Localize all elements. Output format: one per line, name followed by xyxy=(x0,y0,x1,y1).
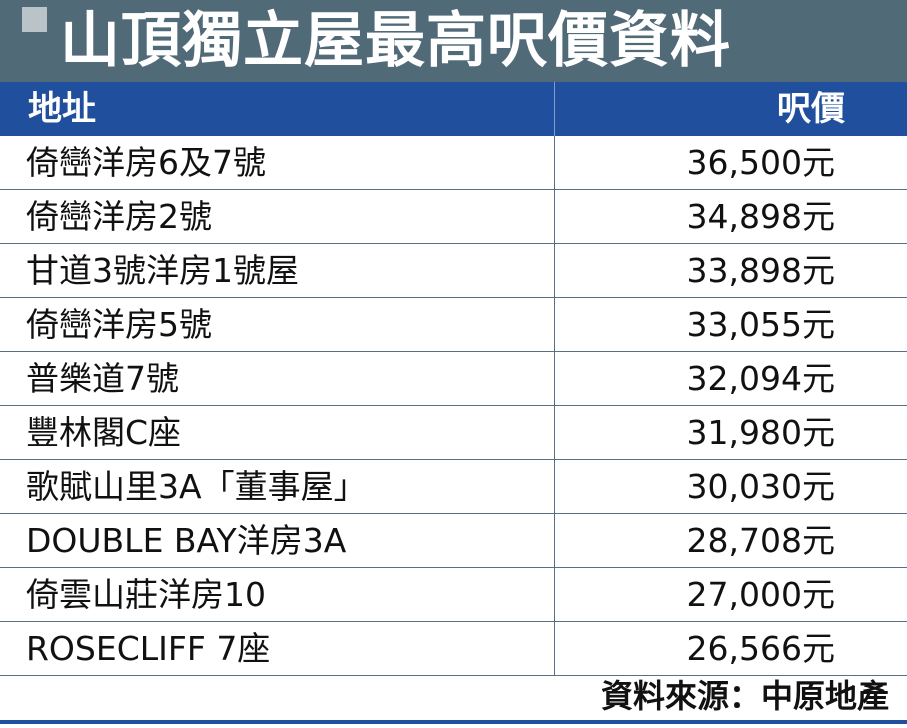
column-divider xyxy=(554,514,555,567)
column-divider xyxy=(554,568,555,621)
table-row: 普樂道7號 32,094元 xyxy=(0,352,907,406)
cell-address: 倚巒洋房6及7號 xyxy=(26,143,266,182)
column-divider xyxy=(554,298,555,351)
cell-price: 31,980元 xyxy=(686,413,835,452)
cell-address: 甘道3號洋房1號屋 xyxy=(26,251,299,290)
cell-price: 30,030元 xyxy=(686,467,835,506)
cell-price: 27,000元 xyxy=(686,575,835,614)
title-bar: 山頂獨立屋最高呎價資料 xyxy=(0,0,907,82)
cell-address: 倚雲山莊洋房10 xyxy=(26,575,266,614)
header-price: 呎價 xyxy=(777,89,845,129)
column-divider xyxy=(554,406,555,459)
table-row: 豐林閣C座 31,980元 xyxy=(0,406,907,460)
column-divider xyxy=(554,622,555,675)
data-source-note: 資料來源：中原地產 xyxy=(600,677,889,715)
cell-address: 歌賦山里3A「董事屋」 xyxy=(26,467,367,506)
cell-price: 33,898元 xyxy=(686,251,835,290)
column-divider xyxy=(554,460,555,513)
cell-price: 34,898元 xyxy=(686,197,835,236)
header-address: 地址 xyxy=(28,89,96,129)
cell-address: DOUBLE BAY洋房3A xyxy=(26,521,347,560)
table-row: 倚雲山莊洋房10 27,000元 xyxy=(0,568,907,622)
table-row: 倚巒洋房5號 33,055元 xyxy=(0,298,907,352)
cell-price: 28,708元 xyxy=(686,521,835,560)
title-square-decoration xyxy=(22,7,47,32)
table-title: 山頂獨立屋最高呎價資料 xyxy=(60,6,731,76)
column-divider xyxy=(554,244,555,297)
table-row: 倚巒洋房2號 34,898元 xyxy=(0,190,907,244)
column-divider xyxy=(554,352,555,405)
table-row: 倚巒洋房6及7號 36,500元 xyxy=(0,136,907,190)
column-divider xyxy=(554,190,555,243)
cell-price: 26,566元 xyxy=(686,629,835,668)
header-divider xyxy=(554,82,555,136)
cell-price: 33,055元 xyxy=(686,305,835,344)
cell-address: 普樂道7號 xyxy=(26,359,179,398)
table-row: ROSECLIFF 7座 26,566元 xyxy=(0,622,907,676)
table-body: 倚巒洋房6及7號 36,500元 倚巒洋房2號 34,898元 甘道3號洋房1號… xyxy=(0,136,907,676)
table-row: 甘道3號洋房1號屋 33,898元 xyxy=(0,244,907,298)
bottom-rule xyxy=(0,720,907,724)
cell-address: 倚巒洋房5號 xyxy=(26,305,212,344)
column-divider xyxy=(554,136,555,189)
cell-price: 32,094元 xyxy=(686,359,835,398)
table-row: 歌賦山里3A「董事屋」 30,030元 xyxy=(0,460,907,514)
table-header-row: 地址 呎價 xyxy=(0,82,907,136)
cell-address: 倚巒洋房2號 xyxy=(26,197,212,236)
cell-address: 豐林閣C座 xyxy=(26,413,182,452)
cell-price: 36,500元 xyxy=(686,143,835,182)
cell-address: ROSECLIFF 7座 xyxy=(26,629,271,668)
table-row: DOUBLE BAY洋房3A 28,708元 xyxy=(0,514,907,568)
